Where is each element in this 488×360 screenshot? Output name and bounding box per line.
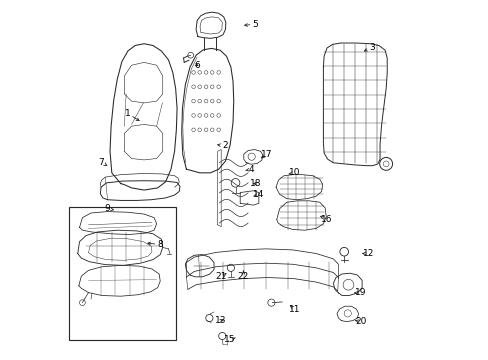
Text: 21: 21 <box>215 272 226 281</box>
Text: 11: 11 <box>288 305 300 314</box>
Text: 13: 13 <box>215 316 226 325</box>
Text: 3: 3 <box>368 43 374 52</box>
Text: 15: 15 <box>224 335 235 344</box>
Bar <box>69 207 176 339</box>
Text: 2: 2 <box>222 141 227 150</box>
Text: 12: 12 <box>362 249 373 258</box>
Text: 18: 18 <box>249 179 261 188</box>
Text: 6: 6 <box>194 61 200 70</box>
Text: 10: 10 <box>288 168 300 177</box>
Text: 1: 1 <box>125 109 131 118</box>
Text: 9: 9 <box>104 204 110 213</box>
Text: 20: 20 <box>355 317 366 326</box>
Text: 14: 14 <box>253 190 264 199</box>
Text: 5: 5 <box>252 19 258 28</box>
Text: 4: 4 <box>248 165 254 174</box>
Text: 19: 19 <box>355 288 366 297</box>
Text: 22: 22 <box>237 272 248 281</box>
Text: 17: 17 <box>261 150 272 159</box>
Text: 8: 8 <box>157 240 163 249</box>
Text: 16: 16 <box>321 215 332 224</box>
Text: 7: 7 <box>98 158 104 167</box>
